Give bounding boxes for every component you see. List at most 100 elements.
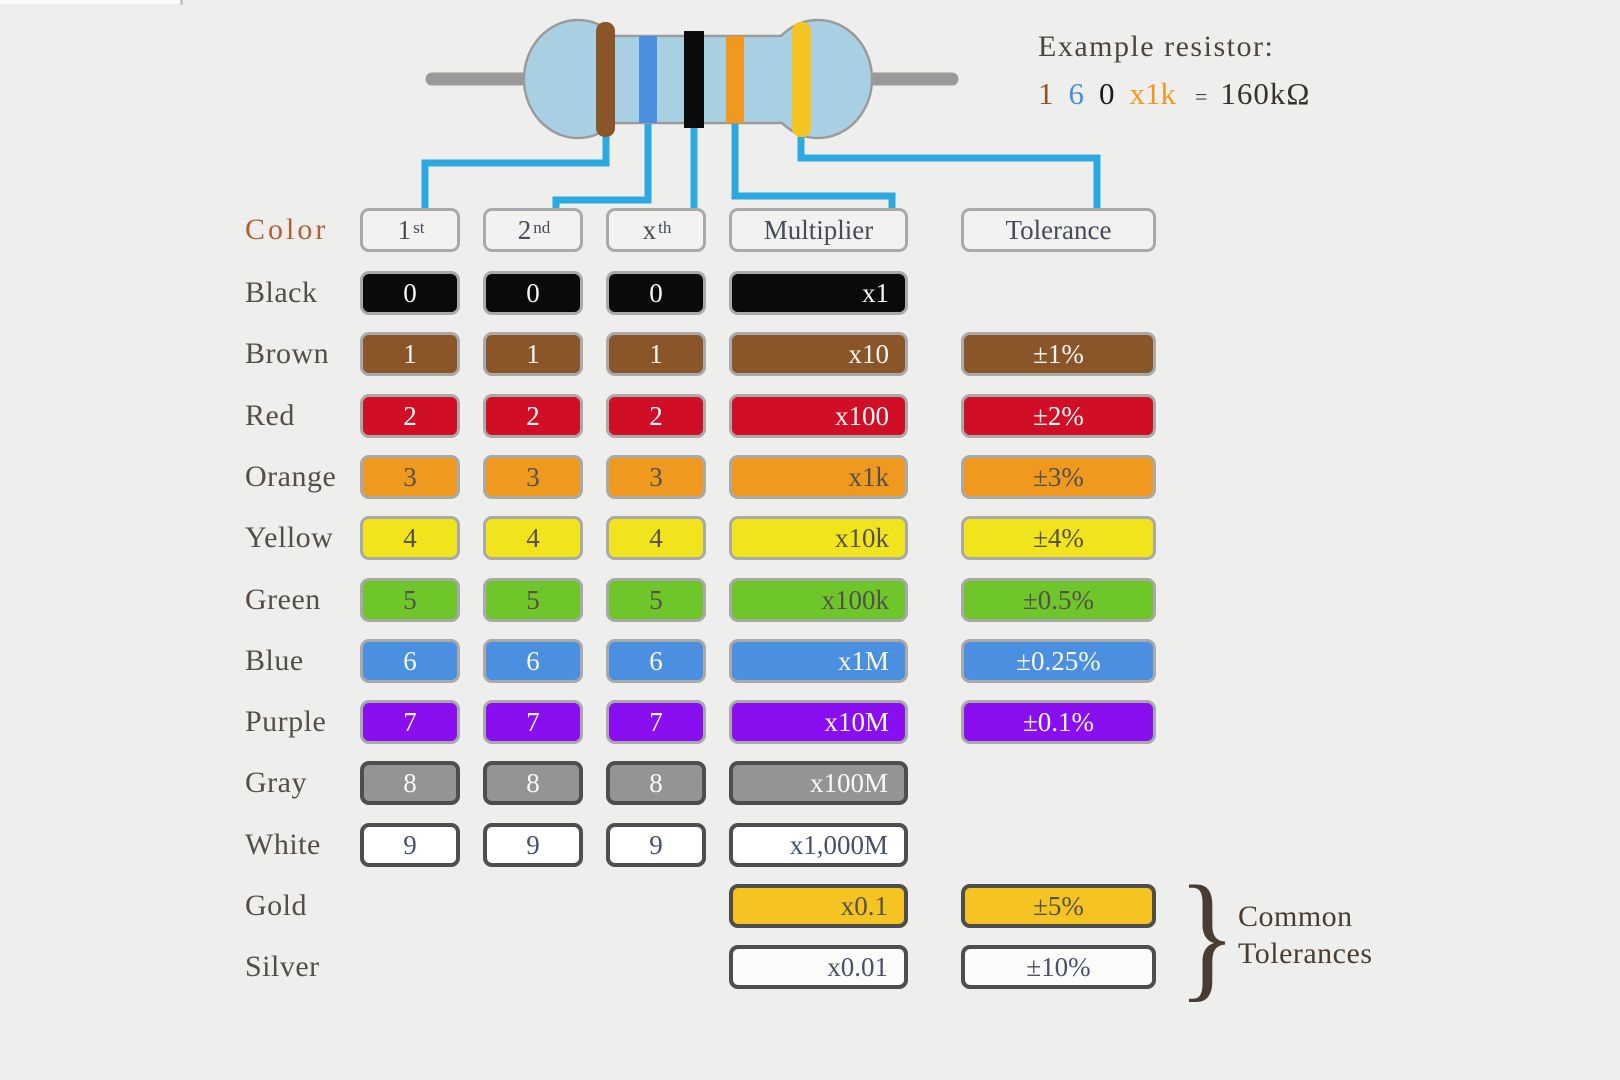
digit-box-red-3: 2 xyxy=(606,394,706,438)
row-label-red: Red xyxy=(245,399,295,432)
digit-box-black-2: 0 xyxy=(483,271,583,315)
example-value-line: 1 6 0 x1k = 160kΩ xyxy=(1038,76,1325,112)
table-row-green: Green 5 5 5 x100k ±0.5% xyxy=(245,578,1156,622)
multiplier-box-red: x100 xyxy=(729,394,908,438)
table-row-yellow: Yellow 4 4 4 x10k ±4% xyxy=(245,516,1156,560)
window-edge-tick xyxy=(180,0,183,5)
tolerance-box-blue: ±0.25% xyxy=(961,639,1156,683)
digit-box-yellow-2: 4 xyxy=(483,516,583,560)
digit-box-black-3: 0 xyxy=(606,271,706,315)
header-tolerance-text: Tolerance xyxy=(1005,214,1112,245)
tolerance-box-purple: ±0.1% xyxy=(961,700,1156,744)
tolerance-box-orange: ±3% xyxy=(961,455,1156,499)
band-yellow-icon xyxy=(792,22,811,137)
digit-box-white-3: 9 xyxy=(606,823,706,867)
row-label-black: Black xyxy=(245,276,318,309)
multiplier-box-green: x100k xyxy=(729,578,908,622)
example-digit-1: 1 xyxy=(1038,76,1054,111)
row-label-silver: Silver xyxy=(245,950,320,983)
digit-box-orange-1: 3 xyxy=(360,455,460,499)
row-label-orange: Orange xyxy=(245,460,337,493)
digit-box-purple-2: 7 xyxy=(483,700,583,744)
tolerance-box-gold: ±5% xyxy=(961,884,1156,928)
digit-box-green-1: 5 xyxy=(360,578,460,622)
header-xth-sup: th xyxy=(658,218,672,237)
header-multiplier-text: Multiplier xyxy=(763,214,874,245)
digit-box-brown-2: 1 xyxy=(483,332,583,376)
row-label-green: Green xyxy=(245,583,321,616)
color-column-header: Color xyxy=(245,213,329,246)
table-row-purple: Purple 7 7 7 x10M ±0.1% xyxy=(245,700,1156,744)
digit-box-purple-3: 7 xyxy=(606,700,706,744)
tolerance-box-silver: ±10% xyxy=(961,945,1156,989)
band-blue-icon xyxy=(639,36,657,123)
multiplier-box-gold: x0.1 xyxy=(729,884,908,928)
multiplier-box-purple: x10M xyxy=(729,700,908,744)
row-label-gold: Gold xyxy=(245,889,307,922)
header-2nd-sup: nd xyxy=(533,218,551,237)
header-2nd-text: 2 xyxy=(517,214,532,245)
digit-box-blue-2: 6 xyxy=(483,639,583,683)
row-label-brown: Brown xyxy=(245,337,330,370)
example-multiplier: x1k xyxy=(1129,76,1177,111)
multiplier-box-silver: x0.01 xyxy=(729,945,908,989)
band-orange-icon xyxy=(726,36,744,123)
digit-box-white-2: 9 xyxy=(483,823,583,867)
common-tolerances-line2: Tolerances xyxy=(1238,937,1373,970)
digit-box-gray-1: 8 xyxy=(360,761,460,805)
window-edge-artifact xyxy=(0,0,180,4)
common-tolerances-brace-icon: } xyxy=(1178,856,1236,1014)
digit-box-brown-3: 1 xyxy=(606,332,706,376)
digit-box-orange-3: 3 xyxy=(606,455,706,499)
multiplier-box-yellow: x10k xyxy=(729,516,908,560)
digit-box-green-2: 5 xyxy=(483,578,583,622)
table-row-silver: Silver x0.01 ±10% xyxy=(245,945,1156,989)
digit-box-purple-1: 7 xyxy=(360,700,460,744)
tolerance-box-brown: ±1% xyxy=(961,332,1156,376)
example-digit-2: 6 xyxy=(1068,76,1085,111)
resistor-diagram xyxy=(421,18,1101,216)
connector-multiplier-band xyxy=(731,108,896,216)
common-tolerances-label: Common Tolerances xyxy=(1238,898,1373,972)
example-equals: = xyxy=(1195,84,1208,109)
multiplier-box-orange: x1k xyxy=(729,455,908,499)
tolerance-box-green: ±0.5% xyxy=(961,578,1156,622)
digit-box-brown-1: 1 xyxy=(360,332,460,376)
tolerance-box-yellow: ±4% xyxy=(961,516,1156,560)
multiplier-box-brown: x10 xyxy=(729,332,908,376)
digit-box-yellow-1: 4 xyxy=(360,516,460,560)
digit-box-yellow-3: 4 xyxy=(606,516,706,560)
example-resistor-callout: Example resistor: 1 6 0 x1k = 160kΩ xyxy=(1038,30,1325,112)
row-label-gray: Gray xyxy=(245,766,307,799)
header-1st-sup: st xyxy=(413,218,425,237)
header-xth-text: x xyxy=(642,214,657,245)
digit-box-black-1: 0 xyxy=(360,271,460,315)
digit-box-gray-3: 8 xyxy=(606,761,706,805)
digit-box-white-1: 9 xyxy=(360,823,460,867)
table-row-blue: Blue 6 6 6 x1M ±0.25% xyxy=(245,639,1156,683)
digit-box-red-2: 2 xyxy=(483,394,583,438)
digit-box-orange-2: 3 xyxy=(483,455,583,499)
row-label-yellow: Yellow xyxy=(245,521,334,554)
table-row-black: Black 0 0 0 x1 xyxy=(245,271,1156,315)
table-row-brown: Brown 1 1 1 x10 ±1% xyxy=(245,332,1156,376)
table-row-gray: Gray 8 8 8 x100M xyxy=(245,761,1156,805)
header-xth: x th xyxy=(606,208,706,252)
digit-box-gray-2: 8 xyxy=(483,761,583,805)
example-title: Example resistor: xyxy=(1038,30,1275,63)
digit-box-green-3: 5 xyxy=(606,578,706,622)
table-row-white: White 9 9 9 x1,000M xyxy=(245,823,1156,867)
band-brown-icon xyxy=(596,22,615,137)
header-tolerance: Tolerance xyxy=(961,208,1156,252)
digit-box-blue-1: 6 xyxy=(360,639,460,683)
tolerance-box-red: ±2% xyxy=(961,394,1156,438)
digit-box-red-1: 2 xyxy=(360,394,460,438)
header-multiplier: Multiplier xyxy=(729,208,908,252)
digit-box-blue-3: 6 xyxy=(606,639,706,683)
band-black-icon xyxy=(684,31,704,128)
example-digit-3: 0 xyxy=(1099,76,1115,111)
